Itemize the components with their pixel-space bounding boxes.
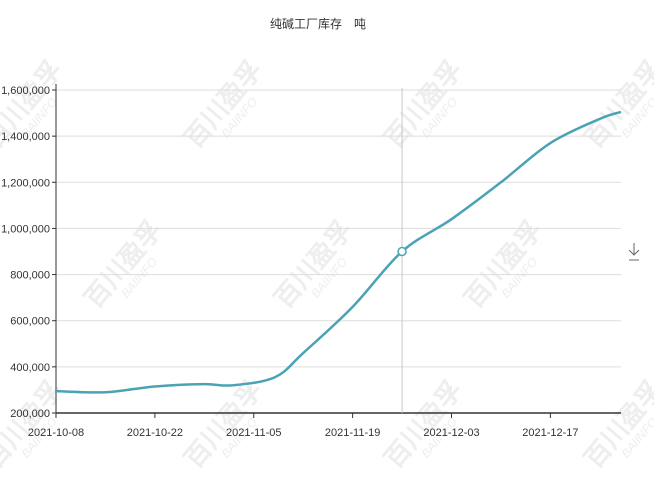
y-tick-label: 200,000 (10, 408, 50, 420)
x-tick-label: 2021-10-08 (28, 427, 84, 439)
axes (55, 84, 621, 414)
y-tick-label: 800,000 (10, 270, 50, 282)
x-tick-label: 2021-11-19 (325, 427, 380, 439)
y-axis-ticks: 200,000 400,000 600,000 800,000 1,000,000 1,2… (1, 85, 56, 420)
y-tick-label: 600,000 (10, 316, 50, 328)
download-icon[interactable] (628, 243, 640, 261)
chart-title: 纯碱工厂库存 吨 (270, 16, 366, 31)
y-tick-label: 1,600,000 (1, 85, 50, 97)
y-tick-label: 1,400,000 (1, 131, 50, 143)
hover-point-marker[interactable] (397, 246, 407, 257)
x-tick-label: 2021-12-17 (522, 427, 578, 439)
x-tick-label: 2021-11-05 (226, 427, 281, 439)
y-tick-label: 400,000 (10, 362, 50, 374)
x-axis-ticks: 2021-10-08 2021-10-22 2021-11-05 2021-11-19… (28, 413, 579, 439)
x-tick-label: 2021-10-22 (127, 427, 183, 439)
x-tick-label: 2021-12-03 (423, 427, 479, 439)
y-tick-label: 1,200,000 (1, 177, 50, 189)
series-line[interactable] (55, 110, 622, 394)
y-tick-label: 1,000,000 (1, 223, 50, 235)
